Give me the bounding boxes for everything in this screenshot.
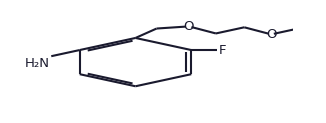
Text: O: O <box>266 28 276 41</box>
Text: H₂N: H₂N <box>25 57 50 70</box>
Text: F: F <box>219 44 227 57</box>
Text: O: O <box>184 20 194 33</box>
